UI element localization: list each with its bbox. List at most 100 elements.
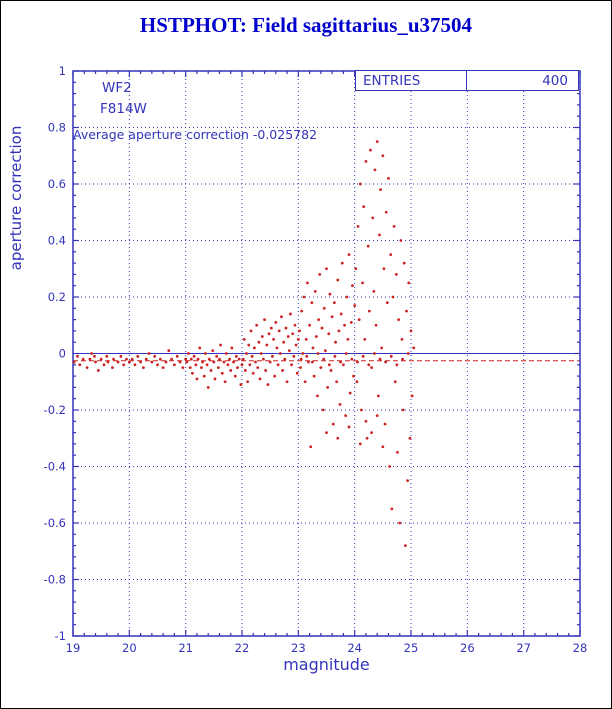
data-point xyxy=(249,329,253,333)
data-point xyxy=(408,436,412,440)
data-point xyxy=(105,354,109,358)
data-point xyxy=(201,360,204,364)
data-point xyxy=(401,357,404,361)
data-point xyxy=(346,337,350,341)
data-point xyxy=(387,176,390,180)
data-point xyxy=(356,224,360,228)
data-point xyxy=(130,357,134,361)
data-point xyxy=(184,357,188,361)
x-tick-label: 28 xyxy=(573,641,588,655)
data-point xyxy=(158,357,162,361)
data-point xyxy=(212,360,216,364)
data-point xyxy=(269,326,273,330)
data-point xyxy=(363,337,367,341)
data-point xyxy=(361,281,364,285)
entries-label: ENTRIES xyxy=(356,71,467,90)
data-point xyxy=(222,360,226,364)
data-point xyxy=(112,357,115,361)
data-point xyxy=(369,148,372,152)
data-point xyxy=(196,357,200,361)
page-title: HSTPHOT: Field sagittarius_u37504 xyxy=(139,13,473,37)
y-tick-label: -0.6 xyxy=(44,516,66,530)
data-point xyxy=(281,369,284,372)
data-point xyxy=(263,318,266,321)
data-point xyxy=(343,323,346,327)
data-point xyxy=(277,329,281,333)
data-point xyxy=(319,366,323,370)
data-point xyxy=(327,332,331,336)
data-point xyxy=(258,377,262,381)
data-point xyxy=(102,363,106,367)
data-point xyxy=(361,354,365,358)
data-point xyxy=(198,346,202,350)
data-point xyxy=(367,363,371,367)
y-tick-label: -0.2 xyxy=(44,403,66,417)
data-point xyxy=(220,371,224,375)
data-point xyxy=(247,343,251,347)
data-point xyxy=(311,346,315,350)
x-tick-label: 19 xyxy=(66,641,81,655)
data-point xyxy=(170,357,173,361)
data-point xyxy=(412,346,416,350)
data-point xyxy=(96,369,100,372)
data-point xyxy=(405,309,408,313)
data-point xyxy=(409,329,413,333)
data-point xyxy=(371,216,375,220)
data-point xyxy=(313,289,317,293)
data-point xyxy=(389,253,393,257)
data-point xyxy=(264,369,268,372)
data-point xyxy=(241,357,245,361)
data-point xyxy=(300,309,304,313)
reference-lines xyxy=(73,353,580,362)
data-point xyxy=(215,354,219,358)
data-point xyxy=(375,414,379,418)
data-point xyxy=(381,154,385,158)
data-point xyxy=(139,360,143,364)
data-point xyxy=(399,239,403,242)
data-point xyxy=(271,354,274,358)
data-point xyxy=(72,360,76,364)
data-point xyxy=(213,377,217,381)
data-point xyxy=(322,306,326,310)
y-tick-label: 0.6 xyxy=(48,177,66,191)
data-point xyxy=(344,352,348,355)
x-tick-label: 21 xyxy=(178,641,193,655)
data-point xyxy=(407,281,411,285)
data-point xyxy=(205,363,209,367)
data-point xyxy=(116,360,120,364)
data-point xyxy=(223,380,227,384)
data-point xyxy=(219,343,222,347)
data-point xyxy=(392,224,396,228)
data-point xyxy=(331,422,335,426)
data-point xyxy=(383,422,387,426)
data-point xyxy=(291,332,295,336)
data-point xyxy=(356,360,359,364)
data-point xyxy=(320,326,324,330)
data-point xyxy=(373,168,377,172)
data-point xyxy=(378,357,382,361)
data-point xyxy=(230,346,234,350)
data-point xyxy=(366,244,370,248)
data-point xyxy=(178,360,182,364)
x-tick-label: 26 xyxy=(460,641,475,655)
y-axis-title: aperture correction xyxy=(7,126,25,271)
filter-label: F814W xyxy=(100,101,147,117)
data-point xyxy=(330,315,334,319)
data-point xyxy=(362,205,366,209)
data-point xyxy=(344,414,348,418)
data-point xyxy=(229,369,233,372)
data-point xyxy=(251,371,255,375)
data-point xyxy=(111,366,114,370)
data-point xyxy=(321,408,325,412)
data-point xyxy=(232,360,235,364)
y-tick-label: 1 xyxy=(59,64,66,78)
data-point xyxy=(336,436,340,440)
data-point xyxy=(76,354,79,358)
data-point xyxy=(266,383,270,386)
data-point xyxy=(94,360,97,364)
data-point xyxy=(349,321,353,324)
data-point xyxy=(285,380,289,384)
data-point xyxy=(136,354,140,358)
data-point xyxy=(81,357,85,361)
